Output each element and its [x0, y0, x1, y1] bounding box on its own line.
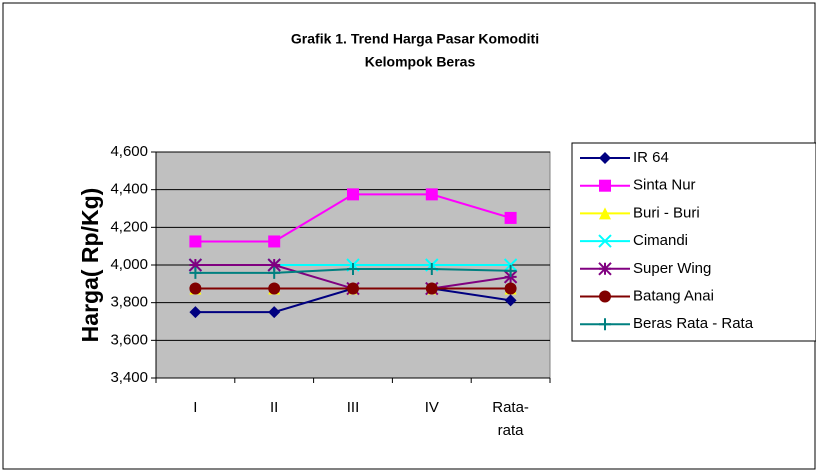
marker: [425, 282, 438, 295]
legend-label: Beras Rata - Rata: [633, 315, 754, 332]
marker: [503, 270, 518, 284]
marker: [347, 262, 359, 275]
legend-label: Super Wing: [633, 260, 711, 277]
legend-label: IR 64: [633, 149, 669, 166]
marker: [504, 282, 517, 295]
marker: [599, 207, 611, 220]
marker: [268, 266, 281, 279]
marker: [189, 306, 202, 319]
marker: [347, 188, 359, 201]
marker: [189, 266, 202, 279]
y-tick-label: 4,400: [110, 181, 148, 198]
y-tick-label: 4,200: [110, 218, 148, 235]
x-tick-label: Rata-rata: [492, 399, 529, 439]
marker: [268, 235, 281, 248]
marker: [188, 258, 203, 272]
marker: [599, 318, 611, 331]
marker: [504, 211, 517, 224]
marker: [267, 258, 281, 272]
y-axis-label: Harga( Rp/Kg): [77, 188, 103, 343]
marker: [268, 282, 281, 295]
y-tick-label: 3,600: [110, 331, 148, 348]
legend-label: Cimandi: [633, 232, 688, 249]
marker: [598, 234, 612, 248]
chart-title: Grafik 1. Trend Harga Pasar Komoditi: [291, 31, 539, 47]
marker: [599, 290, 611, 303]
y-tick-label: 4,600: [110, 143, 148, 160]
marker: [504, 294, 517, 307]
legend-label: Batang Anai: [633, 287, 714, 304]
marker: [189, 235, 202, 248]
legend-label: Buri - Buri: [633, 204, 700, 221]
marker: [598, 262, 612, 276]
marker: [189, 282, 202, 295]
marker: [425, 188, 438, 201]
marker: [599, 179, 611, 192]
marker: [347, 282, 359, 295]
marker: [504, 264, 517, 277]
marker: [599, 152, 611, 164]
x-tick-label: IV: [424, 399, 439, 416]
y-tick-label: 3,400: [110, 369, 148, 386]
legend-label: Sinta Nur: [633, 177, 696, 194]
y-tick-label: 4,000: [110, 256, 148, 273]
x-tick-label: II: [270, 399, 279, 416]
x-tick-label: I: [193, 399, 198, 416]
x-tick-label: III: [346, 399, 360, 416]
marker: [425, 262, 438, 275]
marker: [268, 306, 281, 319]
chart-subtitle: Kelompok Beras: [365, 54, 476, 70]
y-tick-label: 3,800: [110, 294, 148, 311]
